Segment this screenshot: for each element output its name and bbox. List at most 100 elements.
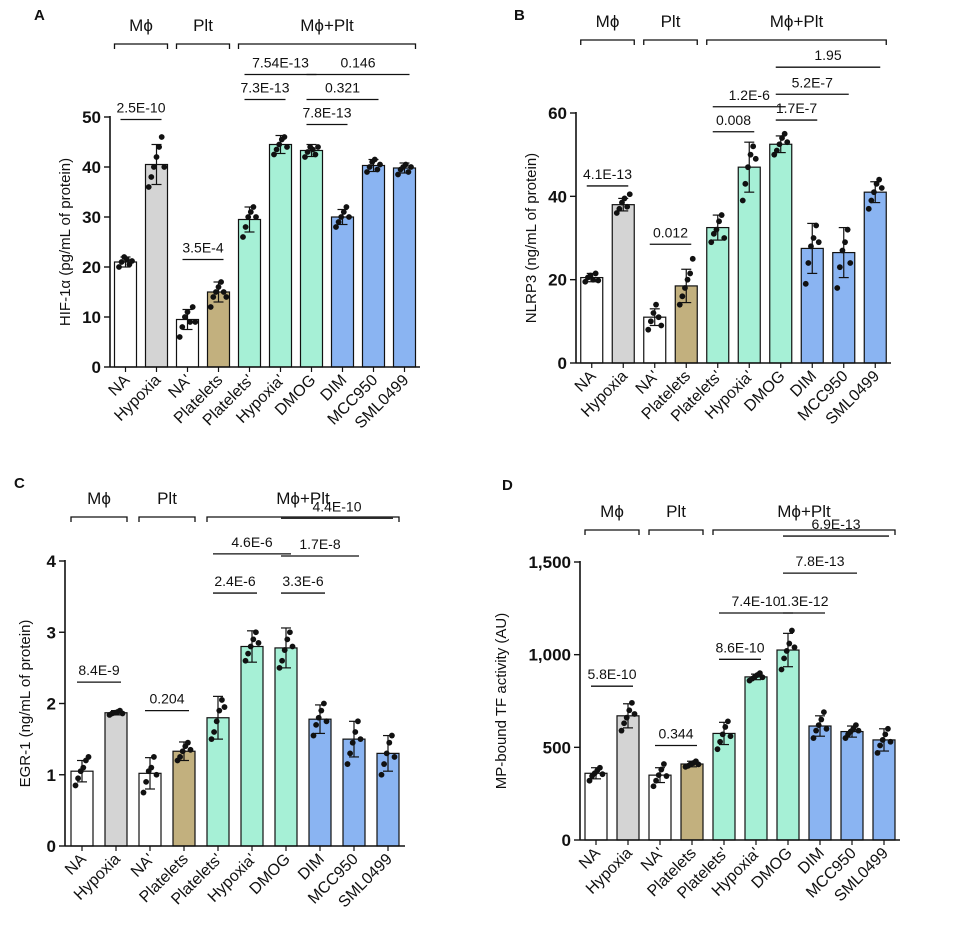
data-point [882, 731, 889, 738]
data-point [813, 222, 820, 229]
data-point [810, 235, 817, 241]
data-point [613, 210, 620, 216]
p-value-label: 4.6E-6 [231, 534, 272, 550]
p-value-label: 4.4E-10 [312, 498, 361, 514]
bar [776, 649, 800, 841]
panel-letter: D [502, 477, 513, 494]
data-point [250, 204, 257, 210]
data-point [865, 205, 872, 212]
data-point [347, 750, 353, 757]
data-point [839, 247, 846, 254]
data-point [592, 270, 599, 277]
bar [104, 712, 128, 847]
p-value-label: 1.3E-12 [779, 593, 828, 609]
bar [144, 163, 169, 368]
data-point [717, 738, 723, 745]
p-value-label: 0.321 [325, 80, 360, 96]
bar [616, 715, 640, 841]
data-point [187, 319, 194, 325]
data-point [621, 195, 628, 202]
p-value-label: 1.7E-7 [776, 100, 817, 116]
panel-letter: A [34, 7, 45, 24]
data-point [383, 750, 390, 757]
data-point [340, 209, 347, 215]
data-point [783, 648, 790, 654]
data-point [714, 746, 721, 753]
group-label: Plt [661, 12, 681, 31]
y-tick-label: 500 [543, 738, 571, 757]
data-point [352, 729, 359, 735]
data-point [309, 146, 316, 153]
data-point [718, 212, 725, 218]
data-point [747, 151, 754, 158]
data-point [242, 657, 249, 664]
data-point [658, 322, 665, 329]
bar [268, 143, 293, 368]
data-point [245, 214, 252, 220]
data-point [271, 151, 277, 158]
bar [840, 730, 864, 841]
y-tick-label: 4 [47, 552, 57, 571]
data-point [810, 735, 817, 741]
data-point [148, 174, 155, 180]
p-value-label: 0.146 [340, 55, 375, 71]
y-tick-label: 3 [47, 623, 56, 642]
data-point [721, 235, 728, 241]
data-point [75, 775, 81, 782]
y-tick-label: 1,500 [528, 553, 571, 572]
p-value-label: 8.4E-9 [78, 662, 119, 678]
bar [744, 676, 768, 841]
bar [113, 261, 138, 368]
y-tick-label: 10 [82, 308, 101, 327]
p-value-label: 2.5E-10 [116, 100, 165, 116]
data-point [395, 171, 401, 178]
data-point [405, 169, 412, 175]
data-point [847, 260, 854, 266]
group-bracket [580, 39, 635, 45]
data-point [276, 664, 283, 671]
y-tick-label: 40 [82, 158, 101, 177]
data-point [213, 289, 219, 295]
p-value-label: 2.4E-6 [214, 573, 255, 589]
data-point [771, 151, 778, 158]
data-point [590, 276, 596, 283]
data-point [727, 733, 734, 740]
bar [330, 216, 355, 368]
data-point [618, 727, 625, 734]
bar [808, 725, 832, 841]
data-point [750, 143, 757, 150]
data-point [408, 164, 414, 170]
data-point [346, 214, 352, 220]
data-point [619, 199, 625, 206]
group-bracket [706, 39, 887, 45]
y-axis-label: MP-bound TF activity (AU) [493, 613, 510, 789]
data-point [647, 318, 654, 325]
group-label: Plt [666, 502, 686, 521]
data-point [349, 739, 356, 746]
data-point [773, 147, 780, 154]
y-tick-label: 2 [47, 695, 56, 714]
data-point [184, 309, 191, 315]
data-point [153, 771, 160, 778]
bar [769, 143, 793, 364]
group-label: Plt [193, 16, 213, 35]
data-point [377, 161, 383, 168]
data-point [621, 720, 627, 727]
data-point [599, 771, 606, 778]
bar [172, 750, 196, 847]
p-value-label: 8.6E-10 [715, 639, 764, 655]
group-bracket [584, 529, 640, 535]
data-point [245, 650, 252, 657]
data-point [873, 180, 880, 187]
data-point [116, 264, 122, 270]
data-point [153, 154, 160, 160]
data-point [151, 164, 157, 170]
p-value-label: 7.8E-13 [795, 553, 844, 569]
data-point [321, 700, 327, 707]
data-point [885, 725, 891, 732]
data-point [129, 258, 135, 264]
data-point [789, 627, 795, 634]
data-point [391, 754, 398, 760]
y-tick-label: 30 [82, 208, 101, 227]
